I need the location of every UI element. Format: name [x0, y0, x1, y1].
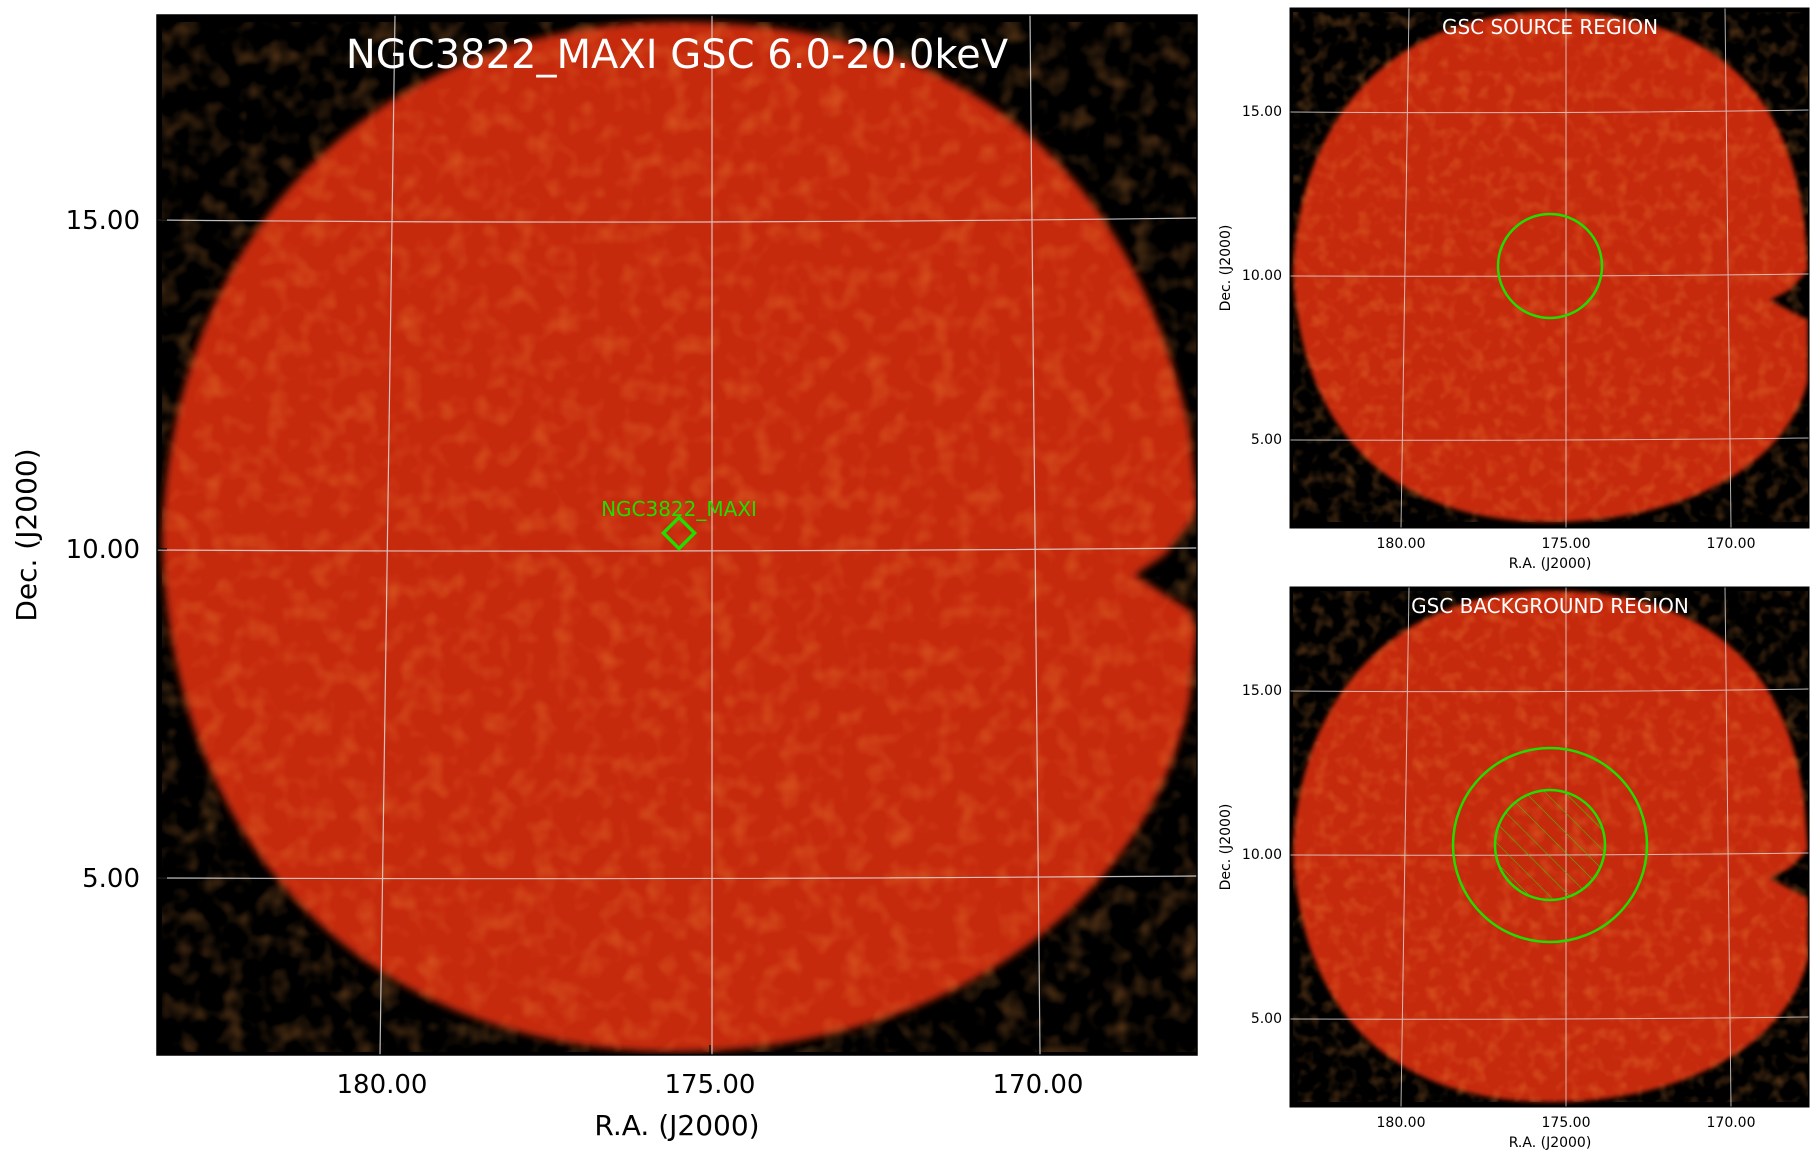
background-panel-title: GSC BACKGROUND REGION [1411, 594, 1689, 618]
background-ytick-5: 5.00 [1251, 1011, 1282, 1027]
source-xlabel: R.A. (J2000) [1509, 556, 1592, 572]
main-ytick-5: 5.00 [82, 864, 140, 894]
background-region-panel: GSC BACKGROUND REGION 180.00 175.00 170.… [1218, 586, 1810, 1151]
background-ylabel: Dec. (J2000) [1218, 804, 1234, 891]
background-excluded-circle [1493, 788, 1607, 902]
source-ytick-10: 10.00 [1242, 268, 1282, 284]
source-panel-title: GSC SOURCE REGION [1442, 15, 1658, 39]
main-title: NGC3822_MAXI GSC 6.0-20.0keV [346, 32, 1009, 78]
source-marker: NGC3822_MAXI [601, 497, 757, 552]
main-panel: NGC3822_MAXI NGC3822_MAXI GSC 6.0-20.0ke… [10, 14, 1198, 1142]
source-label: NGC3822_MAXI [601, 497, 757, 521]
source-xtick-170: 170.00 [1707, 536, 1756, 552]
source-sky-disc [1293, 12, 1808, 522]
main-grid [157, 15, 1197, 1055]
main-ytick-10: 10.00 [66, 535, 140, 565]
background-ytick-15: 15.00 [1242, 683, 1282, 699]
source-xtick-180: 180.00 [1377, 536, 1426, 552]
source-ytick-5: 5.00 [1251, 432, 1282, 448]
main-xtick-180: 180.00 [337, 1070, 428, 1100]
main-sky-disc [162, 22, 1197, 1052]
source-region-panel: GSC SOURCE REGION 180.00 175.00 170.00 1… [1218, 7, 1810, 572]
source-ylabel: Dec. (J2000) [1218, 225, 1234, 312]
main-ylabel: Dec. (J2000) [10, 448, 43, 621]
source-ytick-15: 15.00 [1242, 104, 1282, 120]
source-region-circle [1496, 212, 1604, 320]
background-xtick-180: 180.00 [1377, 1115, 1426, 1131]
main-xlabel: R.A. (J2000) [594, 1109, 759, 1142]
source-xtick-175: 175.00 [1542, 536, 1591, 552]
main-ytick-15: 15.00 [66, 206, 140, 236]
background-xtick-170: 170.00 [1707, 1115, 1756, 1131]
background-xtick-175: 175.00 [1542, 1115, 1591, 1131]
source-diamond [660, 514, 698, 552]
background-xlabel: R.A. (J2000) [1509, 1135, 1592, 1151]
background-ytick-10: 10.00 [1242, 847, 1282, 863]
main-xtick-175: 175.00 [665, 1070, 756, 1100]
background-outer-circle [1451, 746, 1649, 944]
main-xtick-170: 170.00 [993, 1070, 1084, 1100]
